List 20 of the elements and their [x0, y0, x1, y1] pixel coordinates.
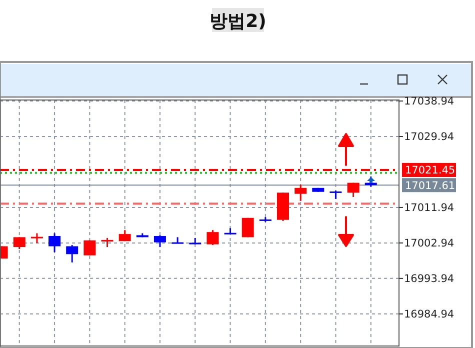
y-tick-label: 17029.94	[404, 131, 454, 144]
candlestick	[294, 184, 307, 202]
chart-title: 방법2)	[210, 11, 266, 32]
candlestick	[30, 232, 43, 244]
candlestick	[347, 182, 360, 198]
candlestick	[206, 229, 219, 246]
candlestick	[172, 236, 184, 244]
candlestick	[84, 240, 96, 256]
candlestick	[48, 232, 61, 253]
y-tick-label: 17002.94	[404, 238, 454, 250]
candlestick	[101, 237, 114, 248]
ref-line-label: 17021.45	[405, 164, 456, 177]
y-tick-label: 17038.94	[404, 96, 454, 108]
candlestick	[154, 234, 166, 248]
candlestick	[66, 244, 78, 264]
y-tick-label: 17011.94	[404, 202, 454, 214]
y-tick-label: 16993.94	[404, 273, 454, 286]
candlestick	[13, 236, 26, 250]
y-tick-label: 16984.94	[404, 308, 454, 321]
ref-line-label: 17017.61	[405, 180, 456, 192]
